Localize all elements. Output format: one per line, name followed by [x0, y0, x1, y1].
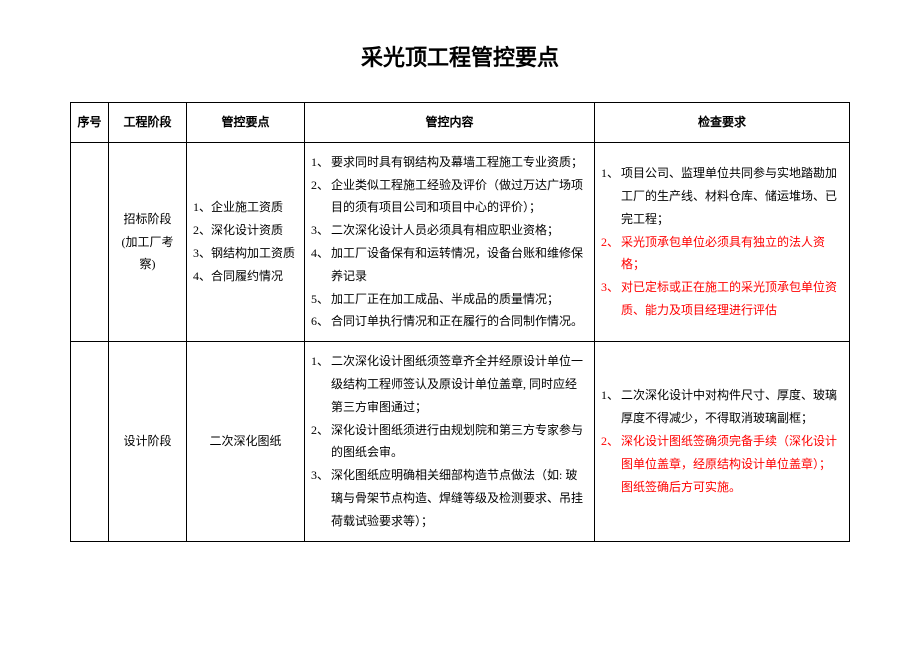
cell-content: 1、要求同时具有钢结构及幕墙工程施工专业资质；2、企业类似工程施工经验及评价（做…	[305, 142, 595, 341]
list-item: 3、二次深化设计人员必须具有相应职业资格；	[311, 219, 588, 242]
list-item: 5、加工厂正在加工成品、半成品的质量情况；	[311, 288, 588, 311]
header-stage: 工程阶段	[109, 103, 187, 143]
cell-req: 1、二次深化设计中对构件尺寸、厚度、玻璃厚度不得减少，不得取消玻璃副框；2、深化…	[595, 342, 850, 541]
list-item: 4、合同履约情况	[193, 265, 298, 288]
list-item: 1、项目公司、监理单位共同参与实地踏勘加工厂的生产线、材料仓库、储运堆场、已完工…	[601, 162, 843, 230]
header-content: 管控内容	[305, 103, 595, 143]
table-row: 招标阶段 (加工厂考察)1、企业施工资质2、深化设计资质3、钢结构加工资质4、合…	[71, 142, 850, 341]
list-item: 3、对已定标或正在施工的采光顶承包单位资质、能力及项目经理进行评估	[601, 276, 843, 322]
list-item: 3、钢结构加工资质	[193, 242, 298, 265]
table-row: 设计阶段二次深化图纸1、二次深化设计图纸须签章齐全并经原设计单位一级结构工程师签…	[71, 342, 850, 541]
cell-stage: 设计阶段	[109, 342, 187, 541]
control-table: 序号 工程阶段 管控要点 管控内容 检查要求 招标阶段 (加工厂考察)1、企业施…	[70, 102, 850, 542]
list-item: 1、要求同时具有钢结构及幕墙工程施工专业资质；	[311, 151, 588, 174]
list-item: 1、二次深化设计图纸须签章齐全并经原设计单位一级结构工程师签认及原设计单位盖章,…	[311, 350, 588, 418]
list-item: 4、加工厂设备保有和运转情况，设备台账和维修保养记录	[311, 242, 588, 288]
list-item: 2、深化设计图纸签确须完备手续（深化设计图单位盖章，经原结构设计单位盖章）；图纸…	[601, 430, 843, 498]
cell-content: 1、二次深化设计图纸须签章齐全并经原设计单位一级结构工程师签认及原设计单位盖章,…	[305, 342, 595, 541]
list-item: 3、深化图纸应明确相关细部构造节点做法（如: 玻璃与骨架节点构造、焊缝等级及检测…	[311, 464, 588, 532]
list-item: 2、深化设计资质	[193, 219, 298, 242]
list-item: 2、采光顶承包单位必须具有独立的法人资格；	[601, 231, 843, 277]
cell-stage: 招标阶段 (加工厂考察)	[109, 142, 187, 341]
list-item: 1、二次深化设计中对构件尺寸、厚度、玻璃厚度不得减少，不得取消玻璃副框；	[601, 384, 843, 430]
cell-points: 二次深化图纸	[187, 342, 305, 541]
cell-seq	[71, 142, 109, 341]
list-item: 2、深化设计图纸须进行由规划院和第三方专家参与的图纸会审。	[311, 419, 588, 465]
list-item: 1、企业施工资质	[193, 196, 298, 219]
cell-seq	[71, 342, 109, 541]
list-item: 6、合同订单执行情况和正在履行的合同制作情况。	[311, 310, 588, 333]
list-item: 2、企业类似工程施工经验及评价（做过万达广场项目的须有项目公司和项目中心的评价）…	[311, 174, 588, 220]
page-title: 采光顶工程管控要点	[70, 40, 850, 72]
header-points: 管控要点	[187, 103, 305, 143]
cell-points: 1、企业施工资质2、深化设计资质3、钢结构加工资质4、合同履约情况	[187, 142, 305, 341]
header-seq: 序号	[71, 103, 109, 143]
cell-req: 1、项目公司、监理单位共同参与实地踏勘加工厂的生产线、材料仓库、储运堆场、已完工…	[595, 142, 850, 341]
header-req: 检查要求	[595, 103, 850, 143]
